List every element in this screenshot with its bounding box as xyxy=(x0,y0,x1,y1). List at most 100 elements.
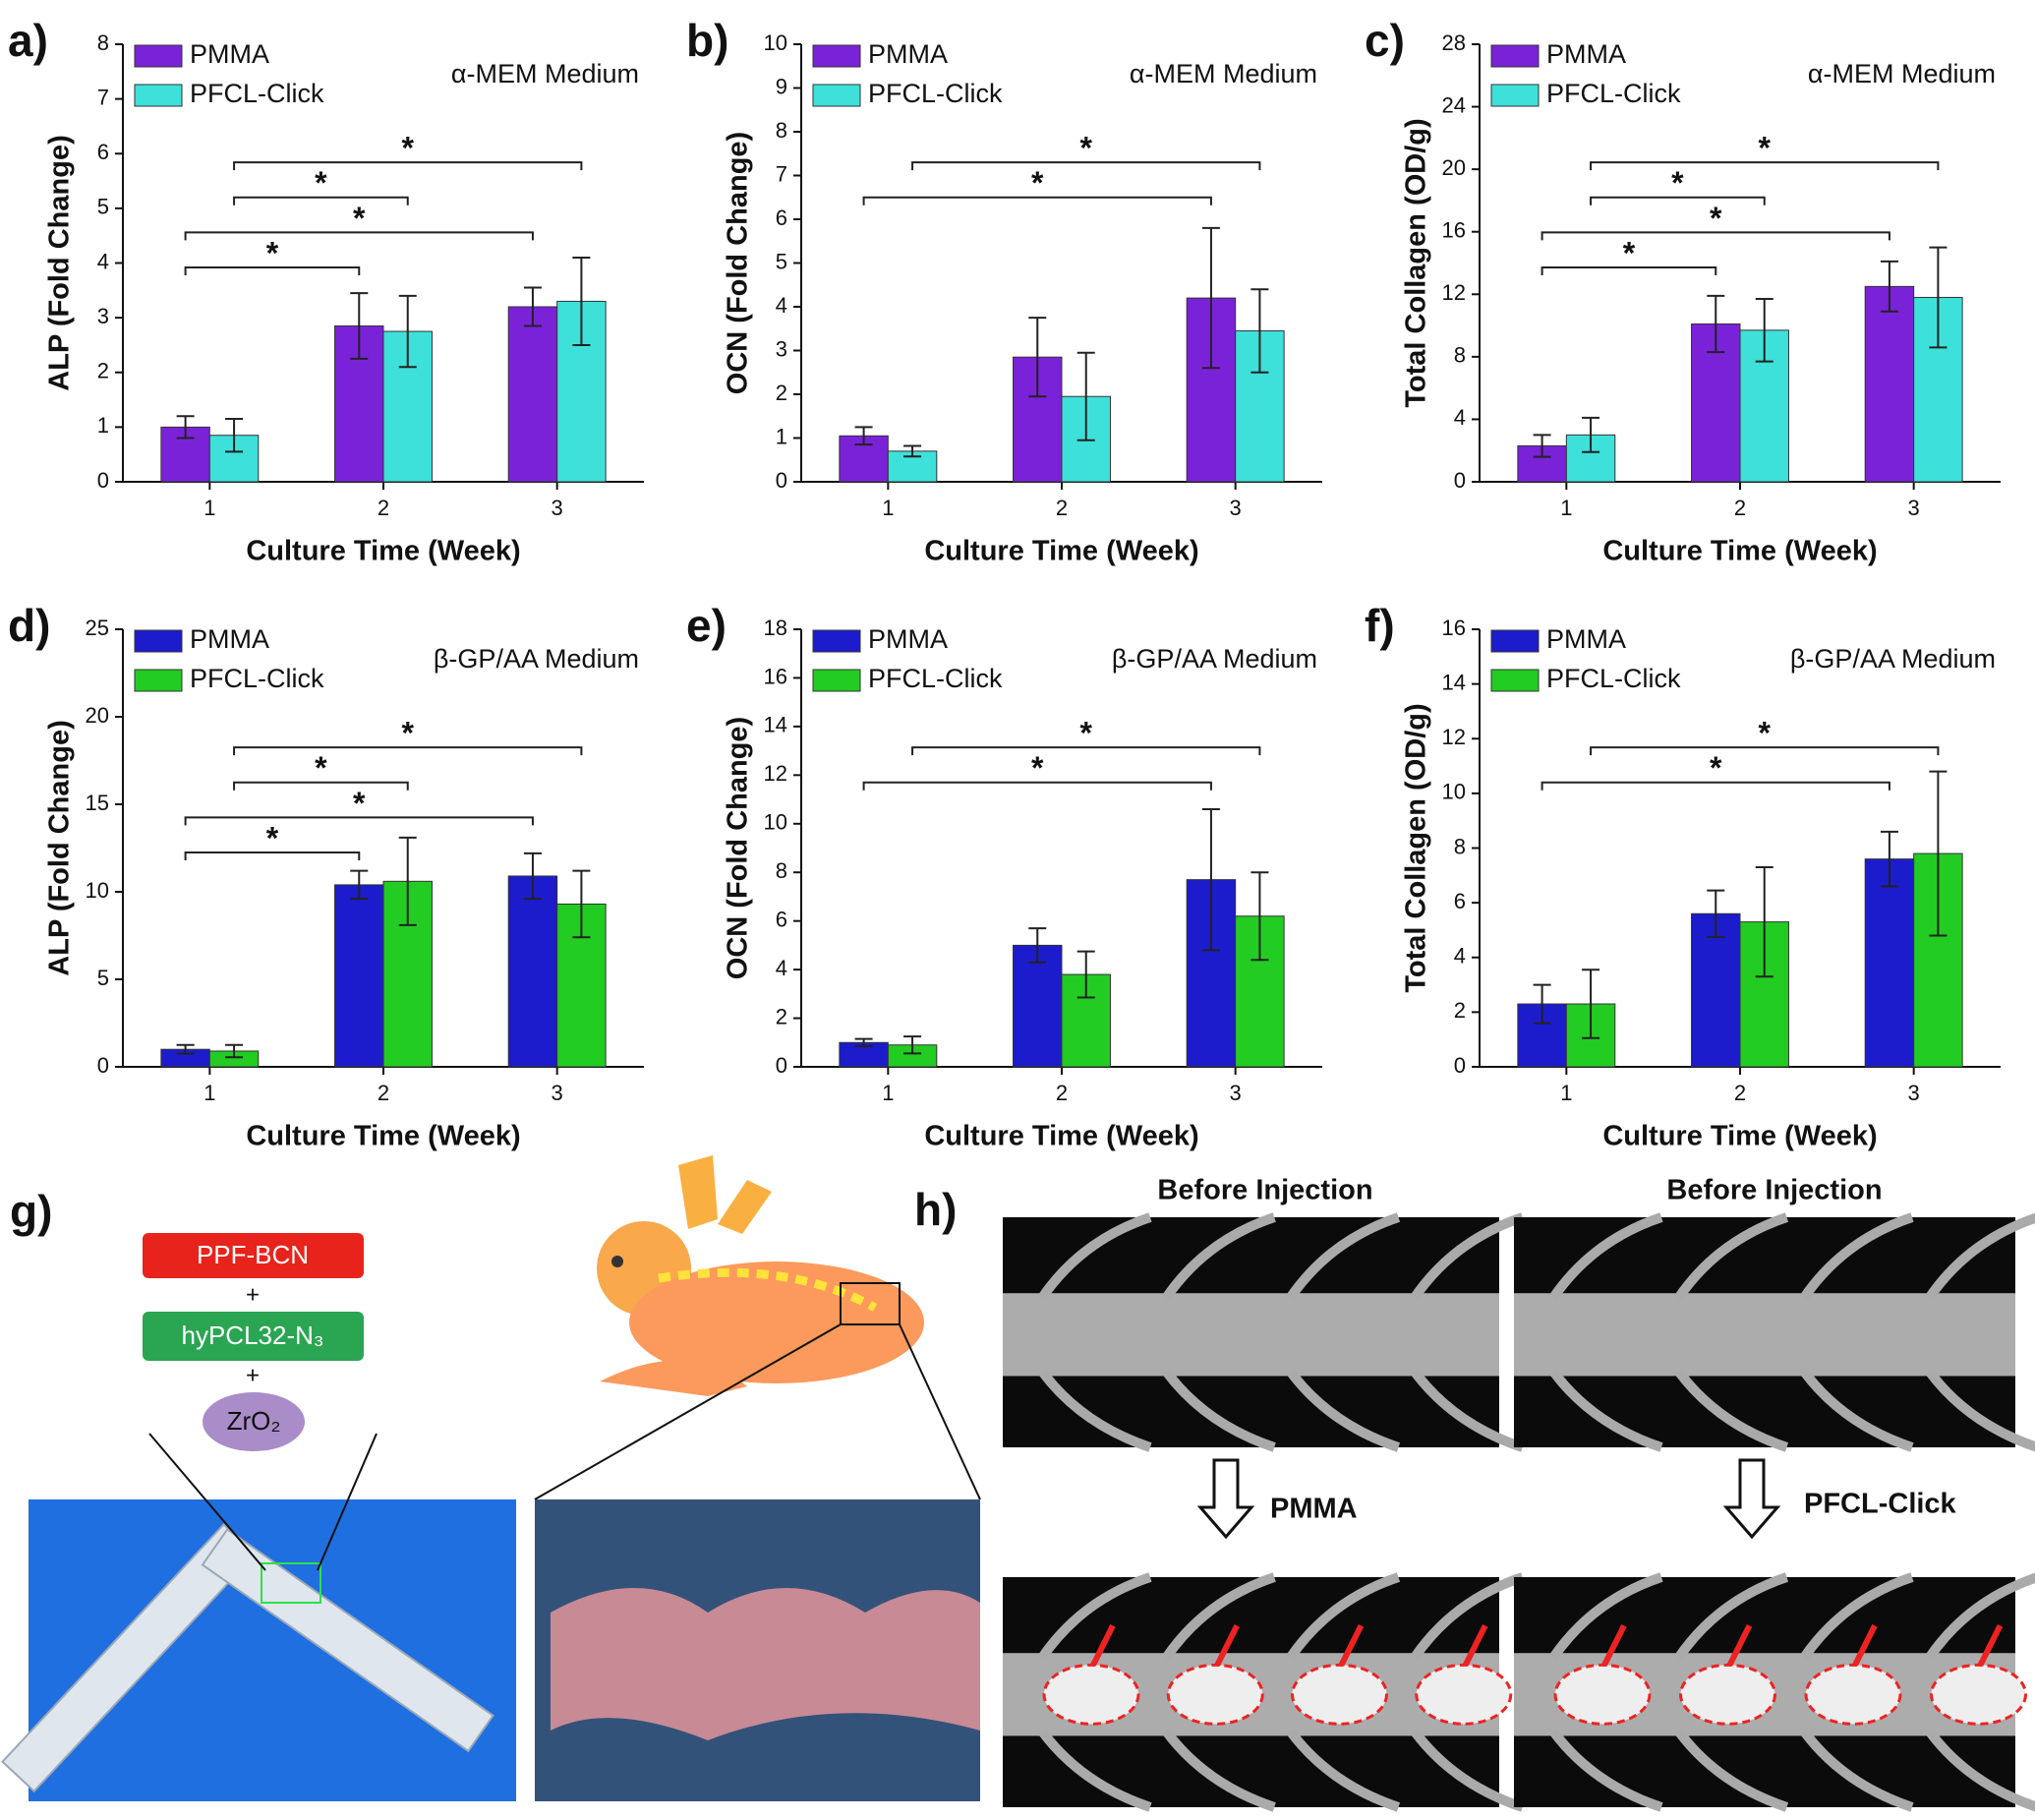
y-tick-label: 4 xyxy=(1454,405,1466,430)
error-bar xyxy=(1250,871,1269,962)
x-tick-label: 3 xyxy=(552,496,563,520)
y-tick-label: 16 xyxy=(764,664,787,688)
y-tick-label: 0 xyxy=(1454,1053,1466,1078)
rib xyxy=(1674,1212,1789,1301)
y-tick-label: 5 xyxy=(776,249,787,273)
significance-label: * xyxy=(353,786,366,821)
component-box xyxy=(143,1312,364,1361)
panel-label: g) xyxy=(10,1186,52,1237)
component: PPF-BCN xyxy=(197,1240,309,1269)
error-bar xyxy=(903,1035,922,1055)
rib xyxy=(1162,1572,1276,1661)
significance-bracket xyxy=(233,781,409,791)
x-tick-label: 3 xyxy=(552,1081,563,1105)
significance-bracket xyxy=(1541,781,1890,791)
significance-label: * xyxy=(1671,165,1684,201)
significance-bracket xyxy=(233,161,583,171)
x-axis-label: Culture Time (Week) xyxy=(1602,536,1877,567)
significance-bracket xyxy=(1541,231,1890,241)
legend-swatch xyxy=(812,669,861,692)
significance-label: * xyxy=(353,201,366,236)
error-bar xyxy=(523,851,542,901)
y-tick-label: 18 xyxy=(764,616,787,640)
red-arrow xyxy=(1338,1623,1365,1667)
annotation: β-GP/AA Medium xyxy=(1790,644,1996,674)
legend-label: PFCL-Click xyxy=(868,79,1003,108)
x-tick-label: 3 xyxy=(1908,1081,1920,1105)
red-arrow xyxy=(1214,1623,1240,1667)
x-tick-label: 3 xyxy=(1908,496,1920,520)
annotation: β-GP/AA Medium xyxy=(434,644,639,674)
y-tick-label: 14 xyxy=(1442,670,1466,694)
bar xyxy=(1691,912,1741,1068)
bar xyxy=(1013,944,1063,1068)
error-bar xyxy=(523,286,542,327)
significance-label: * xyxy=(1080,131,1093,166)
xray-images xyxy=(1003,1212,2035,1812)
error-bar xyxy=(176,415,195,440)
component: hyPCL32-N₃ xyxy=(182,1321,324,1350)
rib xyxy=(1162,1212,1276,1301)
cement-outline xyxy=(1166,1663,1264,1726)
image-title: Before Injection xyxy=(1157,1175,1372,1206)
component-ellipse xyxy=(203,1392,305,1451)
x-tick-label: 1 xyxy=(1560,1081,1572,1105)
x-tick-label: 1 xyxy=(204,1081,215,1105)
significance-bracket xyxy=(233,746,583,756)
spine xyxy=(1003,1293,1499,1377)
error-bar xyxy=(903,444,922,458)
significance-label: * xyxy=(1710,201,1722,236)
y-tick-label: 20 xyxy=(1442,155,1466,180)
error-bar xyxy=(350,292,369,360)
error-bar xyxy=(1201,807,1220,952)
red-arrow xyxy=(1852,1623,1878,1667)
significance-bracket xyxy=(862,781,1212,791)
y-tick-label: 0 xyxy=(776,1053,787,1078)
panel-label: b) xyxy=(686,15,728,66)
y-tick-label: 12 xyxy=(1442,725,1466,749)
error-bar xyxy=(1028,927,1047,964)
error-bar xyxy=(1880,260,1898,313)
significance-label: * xyxy=(402,716,415,751)
bar xyxy=(334,884,384,1068)
legend-swatch xyxy=(134,44,183,68)
x-tick-label: 2 xyxy=(1056,1081,1068,1105)
error-bar xyxy=(1755,298,1773,363)
x-tick-label: 1 xyxy=(882,496,894,520)
bar xyxy=(1864,285,1915,483)
significance-label: * xyxy=(315,750,327,786)
connector xyxy=(148,1433,266,1571)
legend-swatch xyxy=(1490,44,1540,68)
rib xyxy=(1037,1728,1152,1812)
connector xyxy=(534,1323,842,1500)
y-axis-label: Total Collagen (OD/g) xyxy=(1401,118,1432,407)
y-tick-label: 15 xyxy=(86,791,109,815)
legend-label: PMMA xyxy=(1546,39,1626,69)
legend-swatch xyxy=(134,669,183,692)
annotation: β-GP/AA Medium xyxy=(1112,644,1317,674)
group-label: PMMA xyxy=(1270,1494,1358,1525)
significance-bracket xyxy=(184,816,534,826)
y-tick-label: 2 xyxy=(97,359,109,383)
x-tick-label: 3 xyxy=(1230,496,1242,520)
significance-bracket xyxy=(184,265,361,275)
y-tick-label: 2 xyxy=(1454,998,1466,1023)
x-tick-label: 2 xyxy=(1734,1081,1746,1105)
significance-label: * xyxy=(402,131,415,166)
y-tick-label: 10 xyxy=(764,810,787,835)
y-tick-label: 20 xyxy=(86,703,109,728)
rabbit xyxy=(597,1155,924,1396)
error-bar xyxy=(1533,983,1551,1025)
rib xyxy=(1037,1572,1152,1661)
significance-bracket xyxy=(233,196,409,205)
y-axis-label: OCN (Fold Change) xyxy=(723,132,754,394)
y-axis-label: ALP (Fold Change) xyxy=(44,720,76,975)
error-bar xyxy=(1076,351,1095,441)
rib xyxy=(1286,1368,1401,1452)
legend-swatch xyxy=(1490,669,1540,692)
rib xyxy=(1799,1368,1914,1452)
significance-label: * xyxy=(1759,716,1772,751)
spine-tissue xyxy=(551,1588,980,1740)
error-bar xyxy=(176,1043,195,1055)
rib xyxy=(1286,1212,1401,1301)
